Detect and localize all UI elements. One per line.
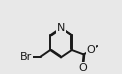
Text: O: O	[78, 63, 87, 73]
Text: Br: Br	[20, 52, 32, 62]
Text: N: N	[57, 23, 65, 33]
Text: O: O	[87, 45, 95, 55]
